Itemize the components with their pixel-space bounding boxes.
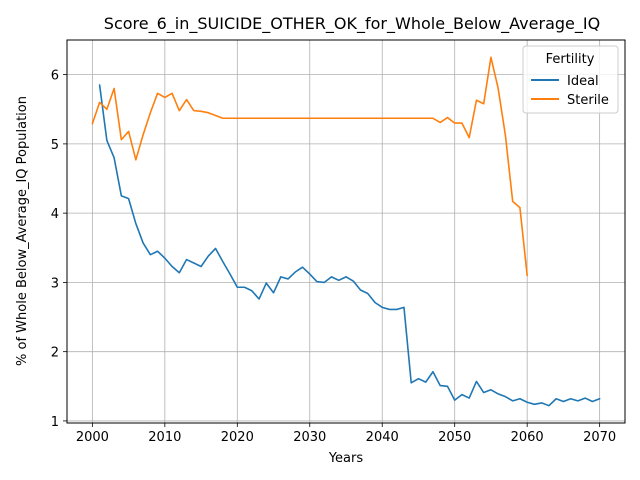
legend-box (522, 45, 619, 114)
x-tick-label: 2010 (148, 430, 181, 445)
legend-label-ideal: Ideal (567, 74, 599, 89)
y-tick-label: 5 (51, 138, 59, 153)
legend: Fertility Ideal Sterile (522, 45, 619, 114)
x-tick-label: 2070 (583, 430, 616, 445)
x-axis-title: Years (328, 451, 364, 466)
y-axis-title: % of Whole Below_Average_IQ Population (15, 96, 30, 366)
y-tick-label: 6 (51, 69, 59, 84)
plot-frame (66, 39, 626, 424)
series-layer (91, 56, 601, 407)
y-tick-label: 3 (51, 276, 59, 291)
chart-title: Score_6_in_SUICIDE_OTHER_OK_for_Whole_Be… (104, 14, 600, 34)
axis-ticks: 2000 2010 2020 2030 2040 2050 2060 2070 1 2 3 4 5 6 (51, 69, 616, 445)
x-tick-label: 2020 (221, 430, 254, 445)
x-tick-label: 2060 (511, 430, 544, 445)
y-tick-label: 4 (51, 207, 59, 222)
series-line-sterile (91, 56, 528, 277)
x-tick-label: 2050 (438, 430, 471, 445)
y-tick-label: 2 (51, 346, 59, 361)
legend-title: Fertility (546, 52, 595, 67)
series-line-ideal (98, 84, 601, 407)
x-tick-label: 2040 (366, 430, 399, 445)
x-tick-label: 2000 (76, 430, 109, 445)
y-tick-label: 1 (51, 415, 59, 430)
x-tick-label: 2030 (293, 430, 326, 445)
legend-label-sterile: Sterile (567, 93, 609, 108)
